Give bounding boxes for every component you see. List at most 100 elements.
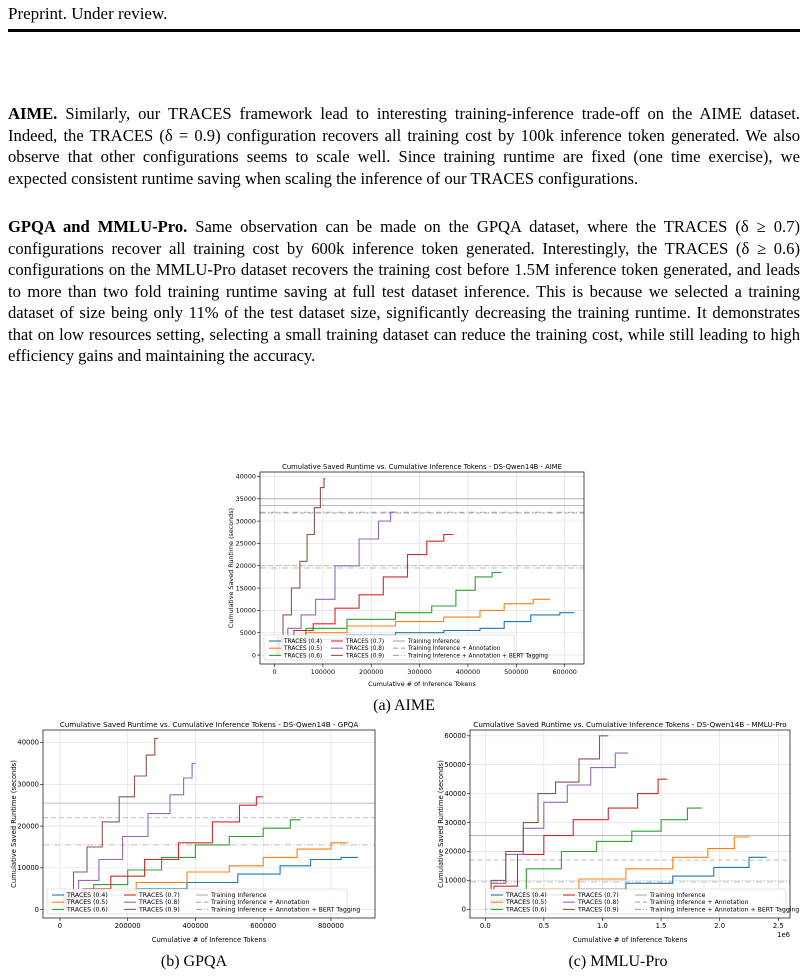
y-tick-label: 0	[35, 906, 39, 914]
x-tick-label: 600000	[250, 922, 276, 930]
legend-label: TRACES (0.8)	[345, 646, 384, 652]
chart-svg: Cumulative Saved Runtime vs. Cumulative …	[10, 720, 376, 944]
legend-label: Training Inference	[407, 639, 460, 645]
x-tick-label: 400000	[182, 922, 208, 930]
chart-mmlu: Cumulative Saved Runtime vs. Cumulative …	[432, 718, 804, 948]
plot-frame	[259, 471, 585, 665]
x-tick-label: 2.5	[773, 922, 784, 930]
legend-label: TRACES (0.8)	[577, 899, 619, 906]
y-tick-label: 0	[252, 651, 256, 659]
y-tick-label: 40000	[17, 739, 39, 747]
x-tick-label: 0	[272, 668, 276, 676]
x-axis-label: Cumulative # of Inference Tokens	[368, 680, 476, 688]
legend-label: Training Inference + Annotation + BERT T…	[649, 906, 799, 913]
x-tick-label: 1.5	[656, 922, 667, 930]
legend-label: Training Inference + Annotation + BERT T…	[407, 653, 548, 659]
series-line	[274, 511, 396, 656]
legend-label: TRACES (0.9)	[345, 653, 384, 659]
legend-label: TRACES (0.9)	[138, 906, 180, 913]
legend-label: TRACES (0.8)	[138, 899, 180, 906]
legend-box	[46, 888, 348, 915]
chart-title: Cumulative Saved Runtime vs. Cumulative …	[473, 720, 786, 729]
x-tick-label: 600000	[552, 668, 576, 676]
plot-frame	[42, 729, 376, 919]
legend-label: Training Inference + Annotation + BERT T…	[210, 906, 360, 913]
legend-label: TRACES (0.6)	[505, 906, 547, 913]
legend: TRACES (0.4)TRACES (0.5)TRACES (0.6) TRAC…	[485, 888, 799, 915]
y-tick-label: 20000	[444, 848, 466, 856]
y-axis-label: Cumulative Saved Runtime (seconds)	[10, 760, 18, 888]
x-tick-label: 2.0	[714, 922, 725, 930]
legend-label: Training Inference	[210, 892, 267, 899]
y-tick-label: 30000	[444, 819, 466, 827]
legend-label: TRACES (0.6)	[66, 906, 108, 913]
caption-mmlu: (c) MMLU-Pro	[568, 953, 668, 970]
y-tick-label: 20000	[17, 822, 39, 830]
legend-box	[263, 634, 515, 661]
y-tick-label: 40000	[236, 473, 256, 481]
chart-title: Cumulative Saved Runtime vs. Cumulative …	[282, 463, 562, 471]
y-tick-label: 10000	[236, 607, 256, 615]
paragraph-gpqa-body: Same observation can be made on the GPQA…	[8, 217, 800, 365]
y-tick-label: 0	[462, 906, 466, 914]
chart-gpqa: Cumulative Saved Runtime vs. Cumulative …	[5, 718, 383, 948]
y-tick-label: 5000	[240, 629, 256, 637]
chart-svg: Cumulative Saved Runtime vs. Cumulative …	[437, 720, 799, 944]
x-axis-label: Cumulative # of Inference Tokens	[573, 936, 688, 944]
y-tick-label: 20000	[236, 562, 256, 570]
series-line	[485, 778, 667, 910]
legend-label: TRACES (0.9)	[577, 906, 619, 913]
series-line	[485, 735, 609, 910]
x-axis-label: Cumulative # of Inference Tokens	[152, 936, 267, 944]
y-tick-label: 30000	[17, 781, 39, 789]
legend-label: TRACES (0.4)	[66, 892, 108, 899]
y-tick-label: 25000	[236, 540, 256, 548]
x-tick-label: 0.5	[538, 922, 549, 930]
x-tick-label: 300000	[407, 668, 431, 676]
y-axis-label: Cumulative Saved Runtime (seconds)	[227, 508, 235, 628]
paragraph-aime-lead: AIME.	[8, 104, 58, 123]
paragraph-gpqa-lead: GPQA and MMLU-Pro.	[8, 217, 188, 236]
x-tick-label: 1.0	[597, 922, 608, 930]
y-tick-label: 10000	[17, 864, 39, 872]
legend-label: TRACES (0.6)	[283, 653, 322, 659]
legend-label: TRACES (0.7)	[345, 639, 384, 645]
y-tick-label: 35000	[236, 495, 256, 503]
y-axis-label: Cumulative Saved Runtime (seconds)	[437, 760, 445, 888]
running-header: Preprint. Under review.	[8, 4, 168, 23]
plot-frame	[469, 729, 791, 919]
legend-box	[485, 888, 787, 915]
legend: TRACES (0.4)TRACES (0.5)TRACES (0.6) TRAC…	[263, 634, 548, 661]
y-tick-label: 60000	[444, 732, 466, 740]
chart-svg: Cumulative Saved Runtime vs. Cumulative …	[227, 463, 585, 688]
x-tick-label: 400000	[456, 668, 480, 676]
x-tick-label: 500000	[504, 668, 528, 676]
y-tick-label: 15000	[236, 584, 256, 592]
chart-aime: Cumulative Saved Runtime vs. Cumulative …	[222, 462, 592, 692]
paragraph-aime: AIME. Similarly, our TRACES framework le…	[8, 103, 800, 189]
legend-label: TRACES (0.4)	[283, 639, 322, 645]
legend: TRACES (0.4)TRACES (0.5)TRACES (0.6) TRAC…	[46, 888, 360, 915]
x-tick-label: 200000	[359, 668, 383, 676]
legend-label: Training Inference + Annotation	[210, 899, 310, 906]
legend-label: TRACES (0.7)	[577, 892, 619, 899]
series-line	[59, 737, 159, 911]
legend-label: TRACES (0.5)	[283, 646, 322, 652]
x-tick-label: 800000	[318, 922, 344, 930]
x-tick-label: 100000	[311, 668, 335, 676]
x-tick-label: 0.0	[480, 922, 491, 930]
legend-label: TRACES (0.5)	[505, 899, 547, 906]
legend-label: Training Inference + Annotation	[407, 646, 501, 652]
legend-label: TRACES (0.5)	[66, 899, 108, 906]
chart-title: Cumulative Saved Runtime vs. Cumulative …	[60, 720, 359, 729]
legend-label: Training Inference + Annotation	[649, 899, 749, 906]
legend-label: TRACES (0.4)	[505, 892, 547, 899]
caption-aime: (a) AIME	[373, 697, 435, 714]
x-tick-label: 0	[58, 922, 62, 930]
legend-label: TRACES (0.7)	[138, 892, 180, 899]
header-rule	[8, 29, 800, 32]
y-tick-label: 10000	[444, 877, 466, 885]
x-tick-label: 200000	[115, 922, 141, 930]
y-tick-label: 50000	[444, 761, 466, 769]
caption-gpqa: (b) GPQA	[160, 953, 228, 970]
